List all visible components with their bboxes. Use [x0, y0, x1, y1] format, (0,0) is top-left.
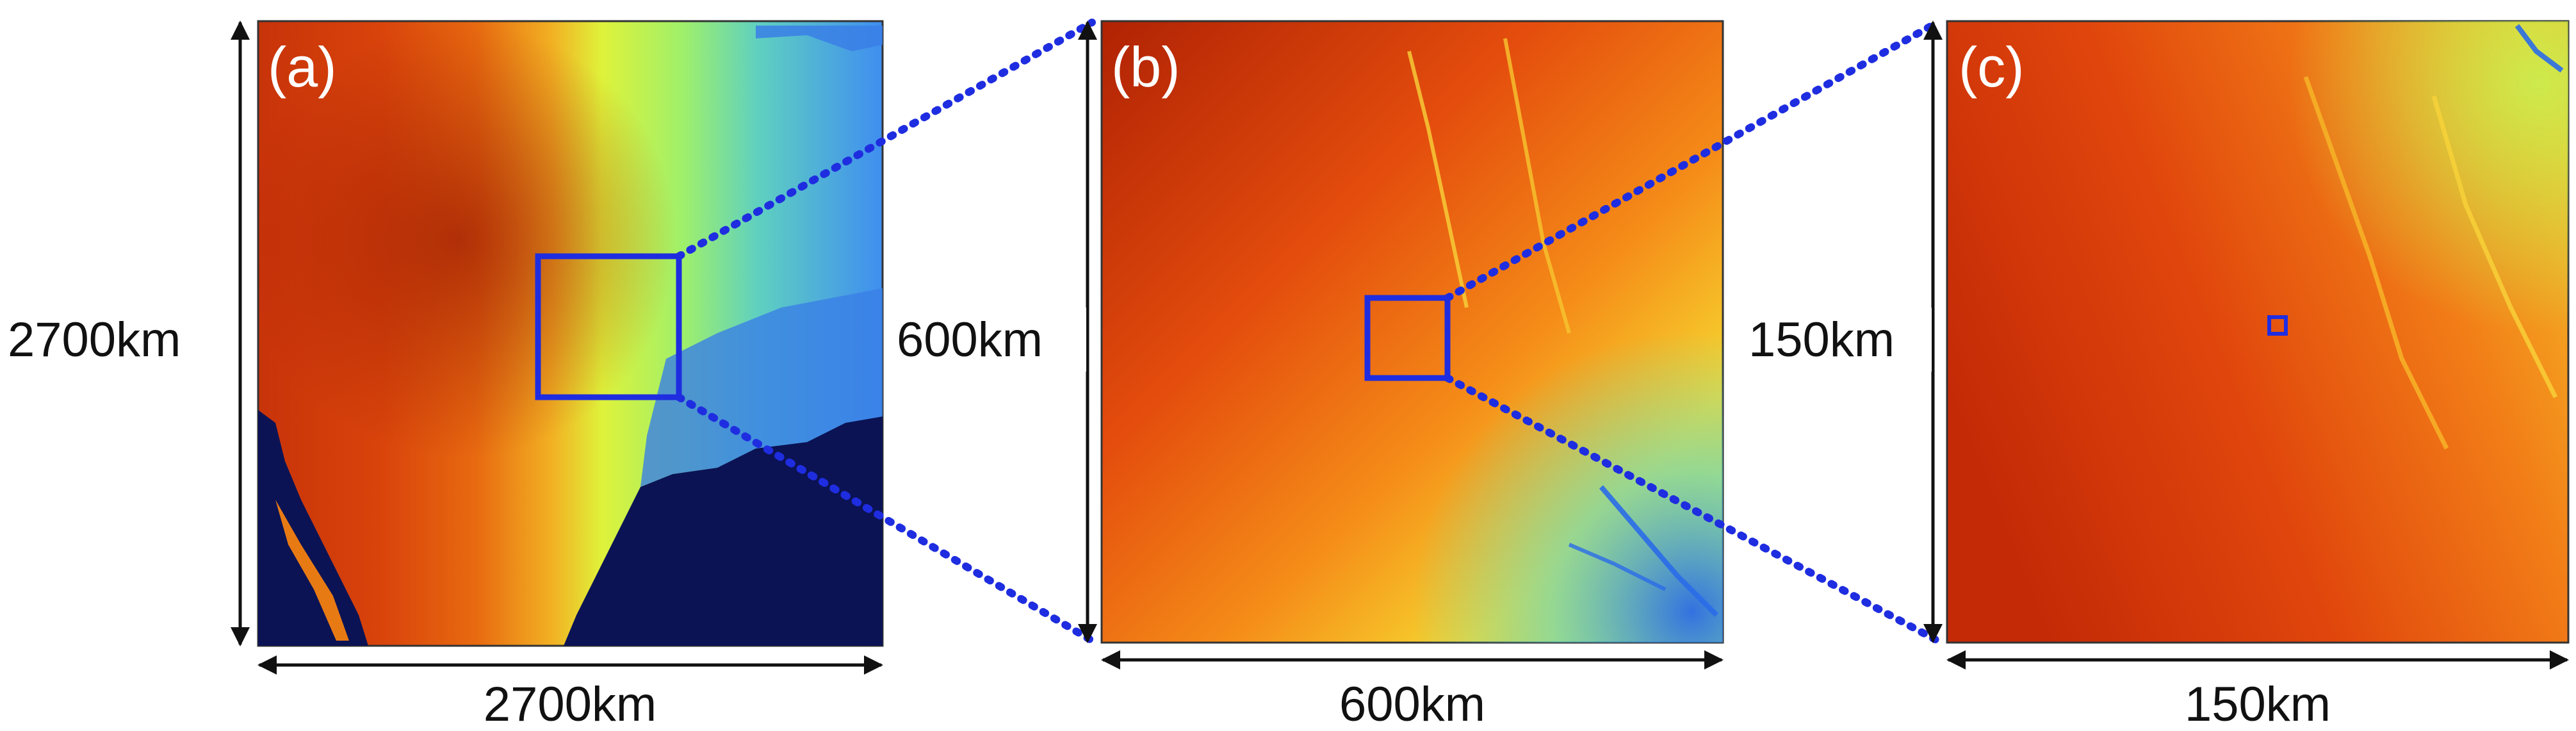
- panel-c-label: (c): [1959, 35, 2025, 99]
- panel-c-target-box: [2267, 315, 2288, 336]
- panel-c-width-label: 150km: [2185, 677, 2331, 731]
- panel-a-label: (a): [268, 35, 337, 99]
- panel-b-height-label: 600km: [897, 313, 1043, 367]
- connector-a-b-top: [675, 19, 1096, 260]
- panel-a-width-label: 2700km: [484, 677, 656, 731]
- connector-b-c-bottom: [1444, 374, 1941, 645]
- panel-b-zoom-box: [1364, 295, 1451, 381]
- panel-a: (a): [257, 20, 884, 647]
- panel-c-height-label: 150km: [1749, 313, 1895, 367]
- connector-b-c-top: [1444, 19, 1941, 302]
- panel-a-zoom-box: [535, 253, 682, 400]
- panel-a-ocean-west: [258, 410, 368, 646]
- panel-c: (c): [1946, 20, 2570, 644]
- panel-b-label: (b): [1111, 35, 1180, 99]
- zoom-connectors: [675, 19, 1941, 645]
- panel-b: (b): [1100, 20, 1724, 644]
- dimension-arrows: [231, 20, 2569, 675]
- panel-a-height-label: 2700km: [8, 313, 181, 367]
- panel-b-width-label: 600km: [1339, 677, 1485, 731]
- connector-a-b-bottom: [675, 393, 1096, 645]
